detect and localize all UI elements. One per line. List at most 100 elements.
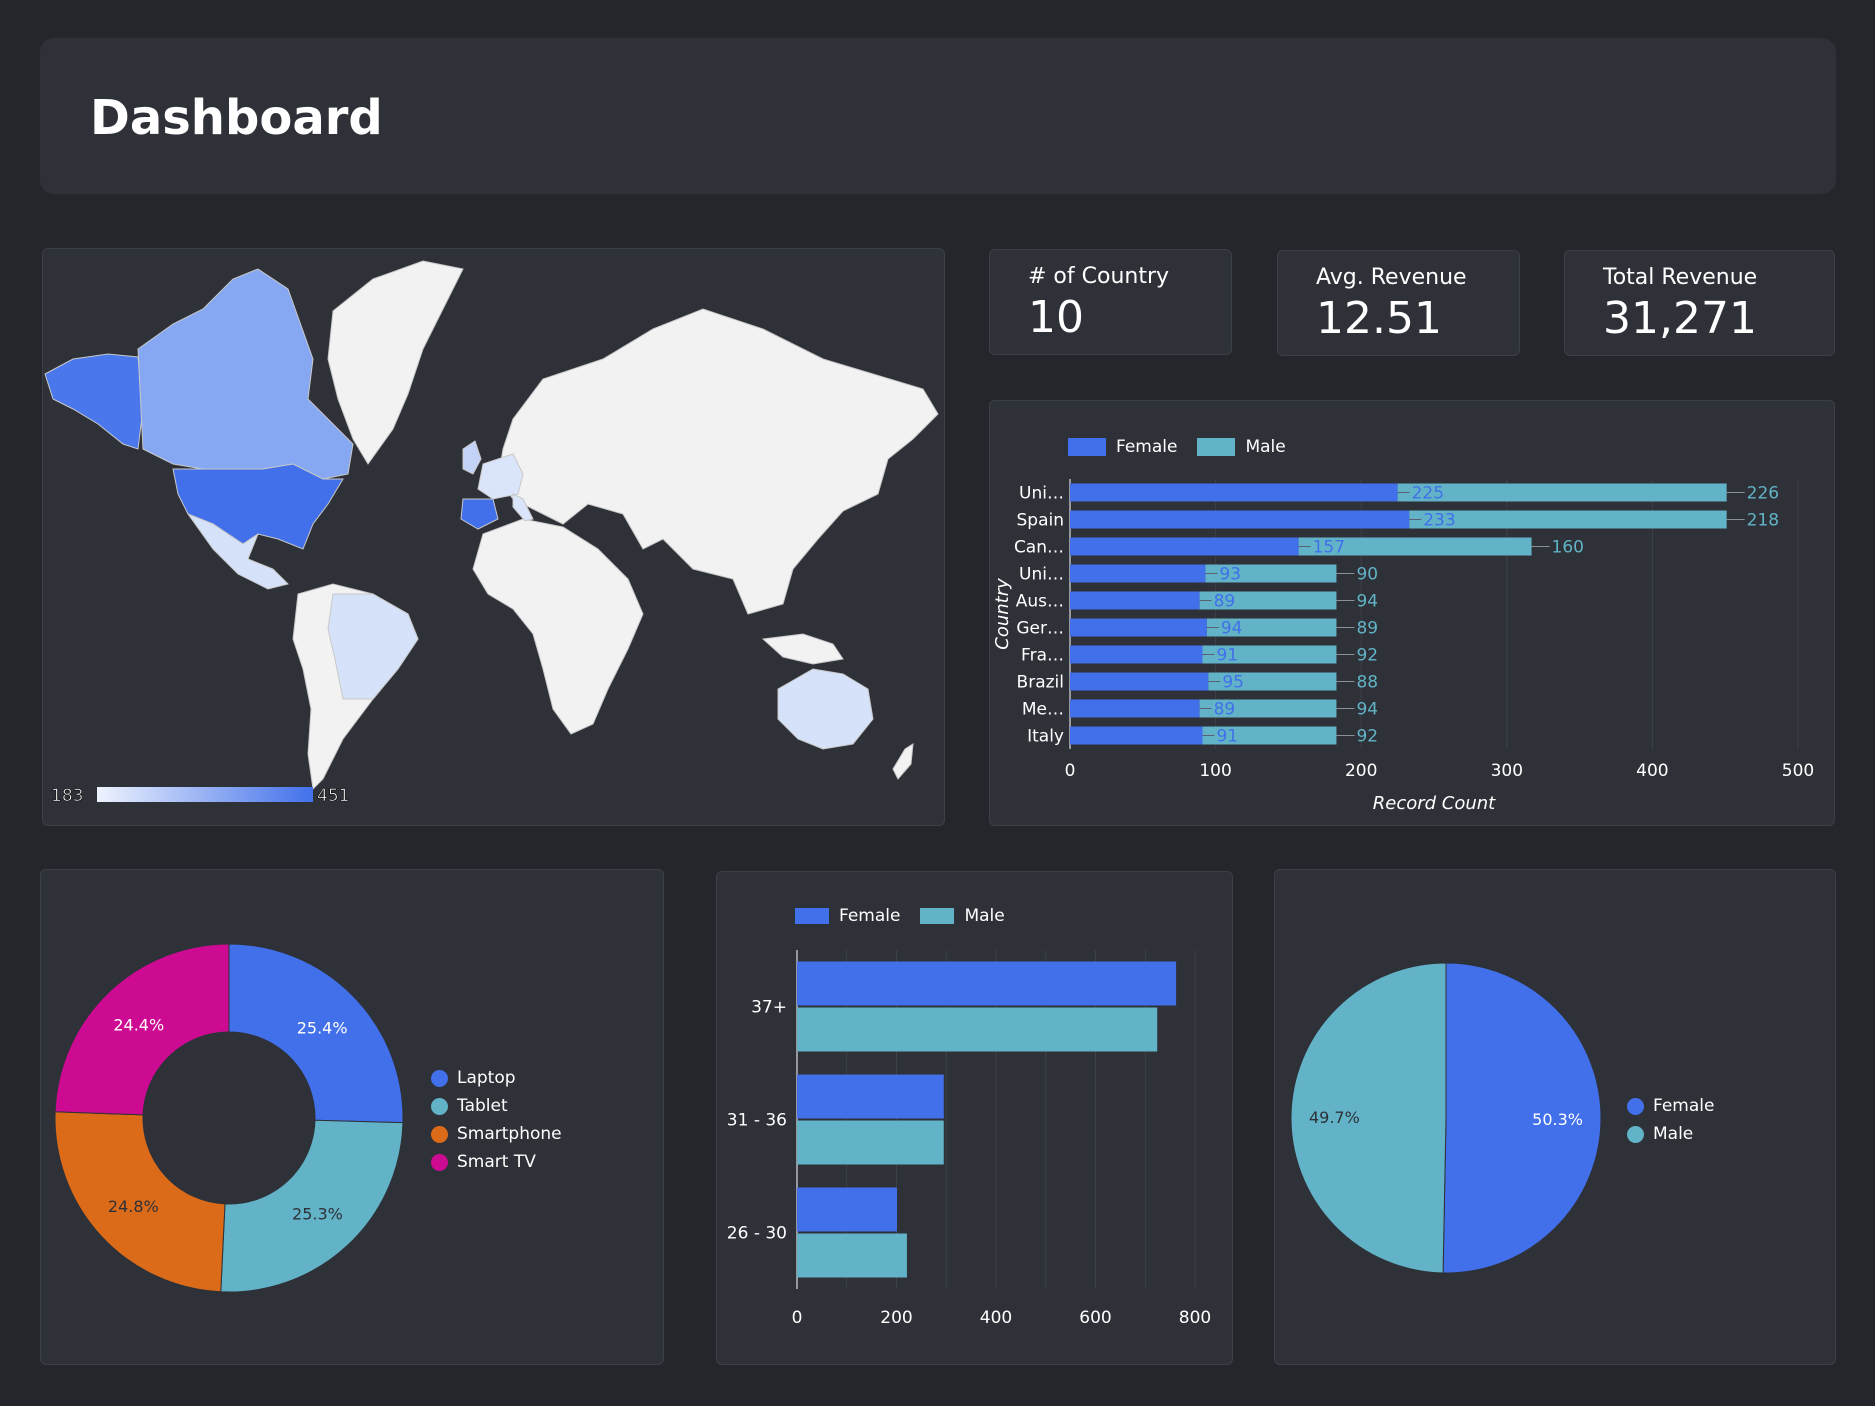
legend-swatch-female: [1068, 438, 1106, 456]
gender-pie-panel[interactable]: 50.3% 49.7% Female Male: [1274, 869, 1836, 1365]
age-legend-item-female[interactable]: Female: [795, 902, 900, 930]
country-value-label-female: 94: [1221, 619, 1243, 639]
age-legend-item-male[interactable]: Male: [920, 902, 1005, 930]
age-category-label: 37+: [751, 998, 787, 1018]
kpi-card-avg-revenue[interactable]: Avg. Revenue 12.51: [1277, 250, 1520, 356]
legend-item-male[interactable]: Male: [1197, 433, 1286, 461]
page-title: Dashboard: [90, 90, 383, 146]
land-italy: [512, 493, 534, 522]
country-bar-male: [1199, 591, 1337, 610]
age-legend-label-female: Female: [839, 906, 901, 926]
device-donut-slice-label: 25.3%: [292, 1204, 343, 1223]
map-scale-min: 183: [51, 786, 83, 806]
gender-pie-slice-label: 49.7%: [1309, 1108, 1360, 1127]
country-bar-female: [1070, 564, 1206, 583]
device-donut-chart[interactable]: 25.4% 25.3% 24.8% 24.4%: [41, 870, 441, 1366]
age-bar-female: [797, 961, 1177, 1006]
country-bar-female: [1070, 591, 1200, 610]
kpi-card-country[interactable]: # of Country 10: [989, 249, 1232, 355]
legend-label-smart-tv: Smart TV: [457, 1152, 536, 1172]
kpi-country-value: 10: [1028, 292, 1084, 343]
gender-legend-label-male: Male: [1653, 1124, 1694, 1144]
geo-map-panel[interactable]: 183 451: [42, 248, 945, 826]
gender-legend-item-female[interactable]: Female: [1627, 1092, 1714, 1120]
country-bar-male: [1298, 537, 1532, 556]
country-x-tick-label: 0: [1065, 761, 1076, 781]
country-category-label: Ger…: [1016, 619, 1064, 639]
age-x-tick-label: 400: [980, 1308, 1012, 1328]
kpi-total-revenue-value: 31,271: [1603, 293, 1757, 344]
gender-legend-label-female: Female: [1653, 1096, 1715, 1116]
gender-legend-item-male[interactable]: Male: [1627, 1120, 1714, 1148]
country-x-tick-label: 400: [1636, 761, 1668, 781]
country-bar-male: [1199, 699, 1337, 718]
kpi-country-label: # of Country: [1028, 264, 1170, 289]
age-bar-chart[interactable]: 0 200 400 600 800 37+ 31 - 36 26 - 30: [717, 872, 1234, 1366]
legend-item-smart-tv[interactable]: Smart TV: [431, 1148, 562, 1176]
land-canada: [137, 268, 354, 480]
country-category-label: Can…: [1014, 538, 1064, 558]
country-category-label: Uni…: [1019, 484, 1064, 504]
country-x-tick-label: 100: [1199, 761, 1231, 781]
land-greenland: [327, 260, 464, 465]
device-donut-slice: [54, 1111, 226, 1293]
age-legend-label-male: Male: [964, 906, 1005, 926]
age-x-tick-label: 800: [1179, 1308, 1211, 1328]
legend-dot-smart-tv: [431, 1153, 448, 1171]
land-sea-islands: [761, 633, 844, 665]
country-bar-chart[interactable]: 0 100 200 300 400 500 Uni… 225 226 Spain 233 218 Can…: [990, 401, 1836, 827]
device-donut-slice: [228, 943, 404, 1124]
country-value-label-female: 233: [1423, 511, 1455, 531]
land-alaska: [44, 353, 144, 450]
country-value-label-female: 89: [1214, 592, 1236, 612]
country-x-tick-label: 500: [1782, 761, 1814, 781]
country-value-label-male: 94: [1356, 700, 1378, 720]
country-value-label-male: 90: [1356, 565, 1378, 585]
country-value-label-female: 91: [1216, 727, 1238, 747]
legend-item-laptop[interactable]: Laptop: [431, 1064, 562, 1092]
land-uk: [462, 440, 482, 475]
gender-pie-slice: [1290, 962, 1447, 1274]
country-value-label-male: 218: [1747, 511, 1779, 531]
map-scale-bar: [97, 787, 313, 802]
device-donut-slice: [54, 943, 230, 1116]
country-x-tick-label: 200: [1345, 761, 1377, 781]
gender-pie-slice: [1442, 962, 1602, 1274]
device-donut-panel[interactable]: 25.4% 25.3% 24.8% 24.4% Laptop Tablet Smart…: [40, 869, 664, 1365]
gender-pie-chart[interactable]: 50.3% 49.7%: [1275, 870, 1635, 1366]
legend-dot-smartphone: [431, 1125, 448, 1143]
country-bar-male: [1202, 645, 1337, 664]
legend-item-tablet[interactable]: Tablet: [431, 1092, 562, 1120]
age-x-tick-label: 0: [792, 1308, 803, 1328]
device-legend: Laptop Tablet Smartphone Smart TV: [431, 1064, 562, 1176]
age-bar-female: [797, 1074, 944, 1119]
land-spain: [460, 498, 499, 530]
country-bar-male: [1409, 510, 1727, 529]
kpi-card-total-revenue[interactable]: Total Revenue 31,271: [1564, 250, 1835, 356]
gender-legend-dot-male: [1627, 1125, 1644, 1143]
age-chart-legend: Female Male: [795, 902, 1005, 930]
legend-label-male: Male: [1245, 437, 1286, 457]
map-scale-max: 451: [317, 786, 349, 806]
country-value-label-female: 89: [1214, 700, 1236, 720]
age-category-label: 26 - 30: [727, 1224, 787, 1244]
legend-label-tablet: Tablet: [457, 1096, 508, 1116]
country-bar-chart-panel[interactable]: Female Male 0 100 200 300 400 500 Uni… 225 226 Sp…: [989, 400, 1835, 826]
country-bar-female: [1070, 510, 1410, 529]
country-bar-male: [1202, 726, 1337, 745]
country-value-label-male: 160: [1552, 538, 1584, 558]
age-bar-chart-panel[interactable]: Female Male 0 200 400 600 800 37+ 31 - 36 26 - …: [716, 871, 1233, 1365]
legend-item-smartphone[interactable]: Smartphone: [431, 1120, 562, 1148]
country-bar-female: [1070, 672, 1209, 691]
gender-legend: Female Male: [1627, 1092, 1714, 1148]
legend-dot-tablet: [431, 1097, 448, 1115]
device-donut-slice: [220, 1119, 404, 1293]
world-map[interactable]: 183 451: [43, 249, 945, 826]
land-mexico: [186, 512, 289, 590]
country-category-label: Fra…: [1021, 646, 1064, 666]
country-category-label: Aus…: [1016, 592, 1064, 612]
land-eurasia: [497, 308, 939, 615]
age-x-tick-label: 200: [880, 1308, 912, 1328]
legend-item-female[interactable]: Female: [1068, 433, 1177, 461]
country-x-tick-label: 300: [1491, 761, 1523, 781]
